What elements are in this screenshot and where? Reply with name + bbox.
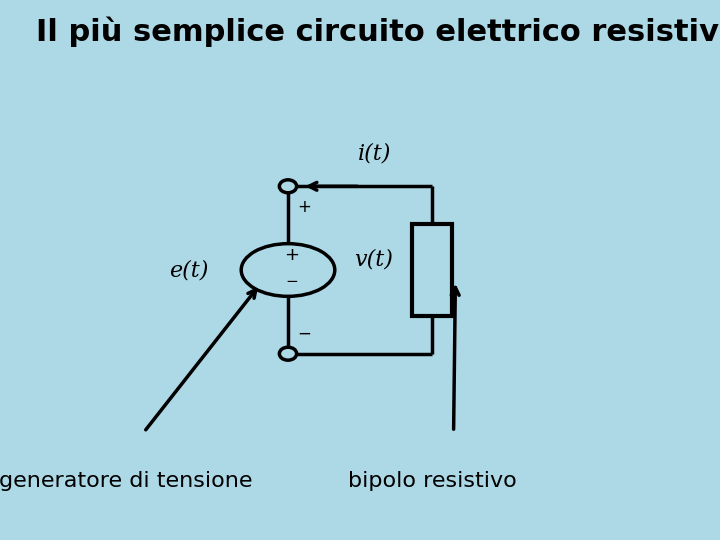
Text: +: + (297, 198, 311, 216)
Text: bipolo resistivo: bipolo resistivo (348, 470, 516, 491)
Text: −: − (297, 324, 311, 342)
Text: generatore di tensione: generatore di tensione (0, 470, 253, 491)
Text: −: − (285, 274, 298, 289)
Circle shape (279, 180, 297, 193)
Text: v(t): v(t) (354, 248, 393, 270)
Bar (412, 224, 452, 316)
Text: +: + (284, 246, 299, 264)
Text: i(t): i(t) (358, 143, 391, 165)
Text: e(t): e(t) (169, 259, 209, 281)
Circle shape (279, 347, 297, 360)
Text: Il più semplice circuito elettrico resistivo: Il più semplice circuito elettrico resis… (36, 16, 720, 46)
